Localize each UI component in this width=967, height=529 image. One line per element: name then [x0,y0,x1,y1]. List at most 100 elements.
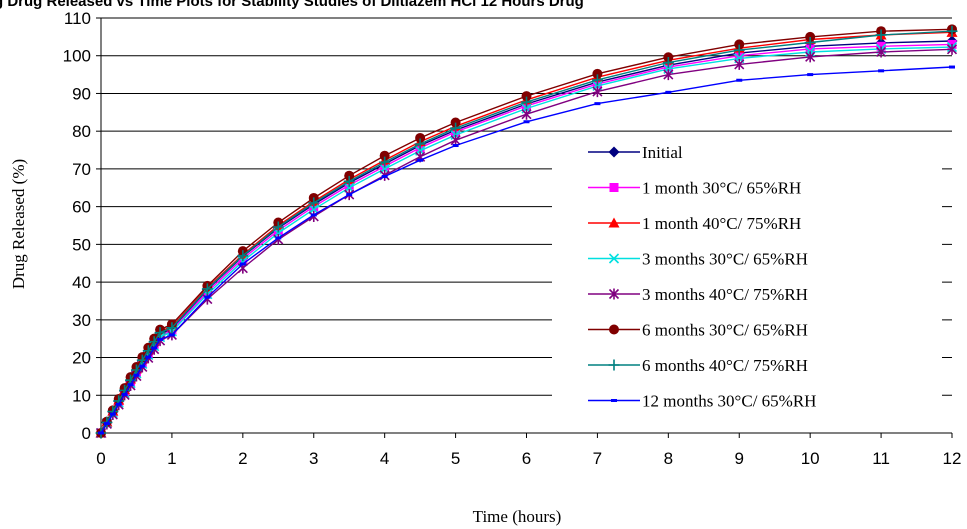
point-marker [450,122,462,134]
x-tick-label: 7 [593,449,602,468]
legend-item: Initial [588,143,683,162]
point-marker [611,399,617,402]
y-tick-label: 110 [64,9,91,28]
point-marker [133,373,140,377]
y-tick-label: 0 [82,424,91,443]
point-marker [609,183,619,192]
point-marker [946,43,958,55]
point-marker [414,138,426,150]
y-tick-label: 90 [72,84,91,103]
y-tick-label: 50 [72,235,91,254]
point-marker [121,393,128,397]
point-marker [608,146,620,158]
point-marker [807,73,814,77]
point-marker [145,355,152,359]
legend-label: 12 months 30°C/ 65%RH [642,392,816,411]
point-marker [523,120,530,124]
y-tick-label: 30 [72,311,91,330]
point-marker [733,44,745,56]
x-tick-label: 4 [380,449,389,468]
series-6 [95,25,958,439]
point-marker [946,25,958,37]
point-marker [168,333,175,337]
point-marker [166,322,178,334]
point-marker [591,74,603,86]
series-group [95,24,958,439]
point-marker [521,108,532,120]
point-marker [204,295,211,299]
point-marker [875,29,887,41]
x-tick-label: 2 [238,449,247,468]
y-tick-label: 20 [72,349,91,368]
point-marker [201,283,213,295]
point-marker [115,402,122,406]
legend-label: Initial [642,143,683,162]
point-marker [608,288,620,300]
point-marker [154,327,166,339]
point-marker [804,37,816,49]
point-marker [609,324,619,335]
point-marker [151,346,158,350]
legend-item: 12 months 30°C/ 65%RH [588,392,816,411]
point-marker [139,364,146,368]
point-marker [310,213,317,217]
point-marker [239,262,246,266]
point-marker [734,39,745,50]
y-tick-label: 80 [72,122,91,141]
point-marker [736,78,743,82]
legend-label: 1 month 40°C/ 75%RH [642,214,801,233]
legend-item: 6 months 40°C/ 75%RH [588,356,808,375]
point-marker [343,175,355,187]
point-marker [592,68,603,79]
point-marker [734,58,745,70]
point-marker [157,337,164,341]
x-tick-label: 0 [96,449,105,468]
point-marker [450,134,461,146]
point-marker [109,412,116,416]
point-marker [415,132,426,143]
point-marker [379,150,390,161]
point-marker [308,204,319,215]
legend-box [552,132,942,424]
point-marker [127,383,134,387]
point-marker [734,51,744,61]
point-marker [98,431,104,435]
legend-label: 3 months 40°C/ 75%RH [642,285,808,304]
point-marker [237,250,249,262]
point-marker [308,197,320,209]
point-marker [344,170,355,181]
chart-title-clipped: g Drug Released vs Time Plots for Stabil… [0,0,584,10]
x-tick-label: 6 [522,449,531,468]
point-marker [417,158,424,162]
point-marker [346,193,353,197]
point-marker [592,86,603,98]
legend-label: 1 month 30°C/ 65%RH [642,179,801,198]
point-marker [379,156,391,168]
point-marker [805,51,816,63]
point-marker [662,57,674,69]
x-tick-label: 12 [943,449,962,468]
series-7 [98,65,955,435]
legend-label: 3 months 30°C/ 65%RH [642,250,808,269]
y-tick-label: 60 [72,198,91,217]
point-marker [805,44,815,54]
point-marker [521,96,532,108]
point-marker [878,69,885,73]
point-marker [876,41,886,51]
point-marker [452,144,459,148]
legend-item: 3 months 30°C/ 65%RH [588,250,808,269]
point-marker [272,221,284,233]
legend: Initial 1 month 30°C/ 65%RH 1 month 40°C/ … [552,132,942,424]
point-marker [608,359,620,371]
x-tick-label: 3 [309,449,318,468]
x-tick-label: 10 [801,449,820,468]
x-tick-label: 1 [167,449,176,468]
point-marker [608,253,620,264]
legend-item: 1 month 40°C/ 75%RH [588,214,801,233]
point-marker [665,90,672,94]
y-tick-label: 100 [63,47,91,66]
point-marker [594,102,601,106]
x-tick-label: 9 [735,449,744,468]
point-marker [949,65,955,69]
